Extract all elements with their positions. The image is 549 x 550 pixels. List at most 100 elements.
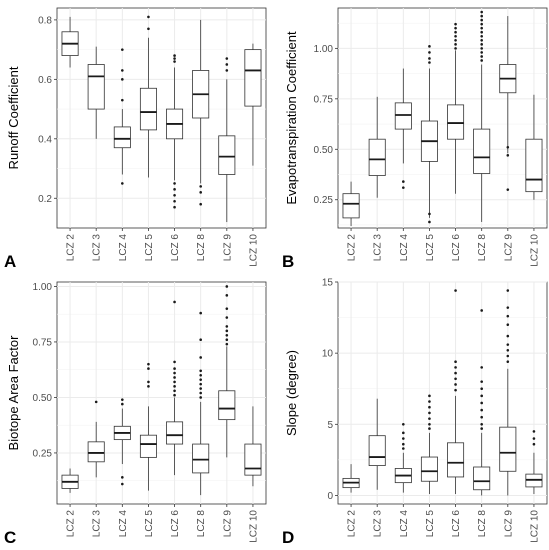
outlier-point — [225, 63, 229, 66]
x-tick-label: LCZ 6 — [451, 234, 462, 262]
outlier-point — [454, 360, 457, 363]
outlier-point — [199, 373, 202, 377]
outlier-point — [428, 57, 431, 60]
outlier-point — [506, 314, 510, 318]
outlier-point — [225, 325, 229, 328]
outlier-point — [199, 382, 202, 386]
outlier-point — [147, 27, 150, 31]
outlier-point — [506, 154, 510, 157]
outlier-point — [199, 185, 202, 188]
outlier-point — [506, 323, 510, 326]
outlier-point — [121, 98, 124, 102]
x-tick-label: LCZ 9 — [222, 234, 233, 262]
outlier-point — [199, 356, 202, 359]
box-lcz-6 — [447, 289, 465, 495]
x-tick-label: LCZ 10 — [529, 510, 540, 543]
outlier-point — [480, 38, 483, 42]
outlier-point — [199, 202, 202, 206]
x-tick-label: LCZ 3 — [373, 234, 384, 262]
outlier-point — [428, 51, 431, 54]
panel-a: 0.2 0.4 0.6 0.8 LCZ 2 LCZ 3 LCZ 4 LCZ 5 LCZ 6 LCZ… — [4, 7, 267, 271]
outlier-point — [454, 22, 457, 26]
y-tick-label: 15 — [322, 278, 334, 289]
outlier-point — [402, 447, 405, 450]
outlier-point — [480, 14, 483, 18]
outlier-point — [480, 427, 483, 430]
outlier-point — [480, 51, 483, 54]
box-lcz-9 — [218, 57, 236, 223]
box-lcz-4 — [113, 48, 131, 185]
outlier-point — [480, 18, 483, 22]
outlier-point — [454, 383, 457, 386]
box-lcz-3 — [87, 400, 105, 478]
x-tick-label: LCZ 9 — [222, 510, 233, 538]
panel-c: 0.25 0.50 0.75 1.00 LCZ 2 LCZ 3 LCZ 4 LCZ 5 LCZ … — [4, 281, 267, 547]
x-tick-label: LCZ 5 — [425, 234, 436, 262]
panel-letter: B — [282, 252, 294, 271]
box-lcz-9 — [499, 289, 517, 496]
outlier-point — [480, 423, 483, 426]
outlier-point — [147, 385, 150, 388]
outlier-point — [454, 38, 457, 42]
outlier-point — [173, 205, 176, 209]
outlier-point — [173, 389, 176, 393]
box-lcz-2 — [61, 16, 79, 68]
y-tick-label: 0.75 — [314, 94, 334, 105]
y-axis-label: Runoff Coefficient — [6, 66, 21, 169]
y-tick-label: 0.25 — [33, 448, 53, 459]
x-tick-label: LCZ 4 — [399, 510, 410, 538]
outlier-point — [199, 338, 202, 342]
y-tick-label: 0.8 — [38, 15, 52, 26]
box-lcz-8 — [192, 19, 210, 206]
box-lcz-8 — [473, 10, 491, 222]
x-tick-label: LCZ 5 — [144, 510, 155, 538]
box-lcz-6 — [166, 300, 184, 476]
outlier-point — [454, 366, 457, 369]
outlier-point — [173, 371, 176, 375]
outlier-point — [480, 309, 483, 312]
iqr-box — [368, 435, 386, 466]
iqr-box — [499, 426, 517, 472]
iqr-box — [525, 138, 543, 193]
y-tick-label: 0.6 — [38, 75, 52, 86]
outlier-point — [506, 145, 510, 149]
x-tick-label: LCZ 4 — [399, 234, 410, 262]
outlier-point — [428, 427, 431, 430]
plot-area — [56, 7, 267, 229]
outlier-point — [173, 193, 176, 197]
x-tick-label: LCZ 9 — [503, 510, 514, 538]
box-lcz-8 — [473, 309, 491, 496]
outlier-point — [173, 60, 176, 63]
x-tick-label: LCZ 6 — [451, 510, 462, 538]
outlier-point — [402, 186, 405, 189]
box-lcz-8 — [192, 311, 210, 496]
outlier-point — [506, 343, 510, 346]
outlier-point — [428, 405, 431, 409]
outlier-point — [225, 329, 229, 333]
box-lcz-4 — [394, 68, 412, 189]
outlier-point — [199, 378, 202, 381]
outlier-point — [225, 294, 229, 297]
x-tick-label: LCZ 2 — [66, 234, 77, 262]
y-tick-label: 1.00 — [33, 282, 53, 293]
outlier-point — [121, 402, 124, 406]
outlier-point — [225, 316, 229, 319]
plot-area — [337, 7, 548, 229]
outlier-point — [454, 47, 457, 50]
outlier-point — [428, 423, 431, 426]
box-lcz-6 — [447, 22, 465, 194]
outlier-point — [480, 401, 483, 405]
outlier-point — [480, 10, 483, 14]
outlier-point — [225, 307, 229, 310]
iqr-box — [368, 138, 386, 176]
box-lcz-5 — [139, 362, 157, 491]
panel-letter: A — [4, 252, 16, 271]
box-lcz-4 — [113, 398, 131, 486]
box-lcz-3 — [87, 46, 105, 139]
outlier-point — [199, 311, 202, 315]
iqr-box — [342, 193, 360, 219]
panel-letter: D — [282, 528, 294, 547]
outlier-point — [147, 380, 150, 384]
x-tick-label: LCZ 10 — [248, 234, 259, 267]
